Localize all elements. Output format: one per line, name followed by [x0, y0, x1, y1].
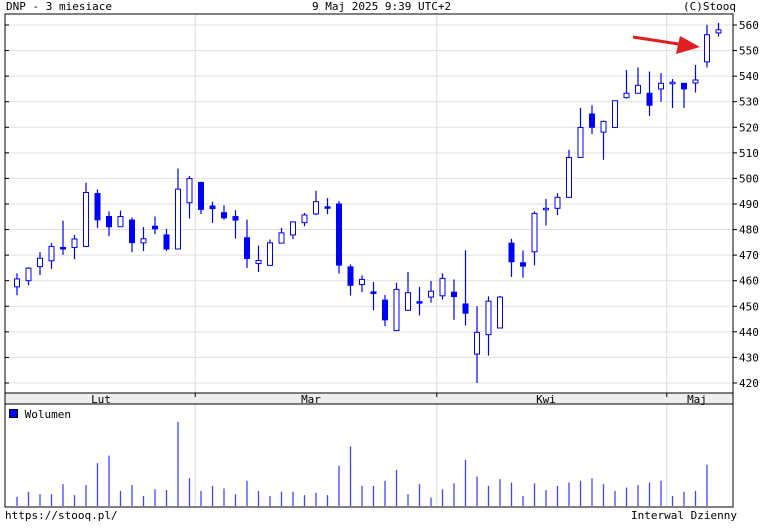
- y-tick-label: 530: [739, 96, 759, 109]
- candle-up: [405, 292, 411, 311]
- chart-title: DNP - 3 miesiace: [6, 0, 112, 13]
- candle-down: [589, 113, 595, 128]
- candle-up: [612, 100, 618, 129]
- candle-down: [244, 237, 250, 259]
- candle-up: [428, 290, 434, 298]
- volume-panel-frame: [4, 403, 734, 508]
- candle-up: [14, 278, 20, 288]
- candle-down: [324, 206, 331, 209]
- candle-down: [232, 216, 239, 221]
- chart-datetime: 9 Maj 2025 9:39 UTC+2: [312, 0, 452, 13]
- candle-down: [198, 182, 204, 210]
- y-tick-label: 480: [739, 224, 759, 237]
- x-axis-strip: [4, 392, 734, 405]
- y-tick-label: 560: [739, 19, 759, 32]
- candle-down: [129, 219, 135, 244]
- y-tick-label: 430: [739, 351, 759, 364]
- candle-down: [646, 92, 653, 106]
- candle-up: [393, 288, 400, 332]
- candle-down: [451, 291, 457, 298]
- candle-up: [359, 278, 365, 286]
- y-tick-label: 450: [739, 300, 759, 313]
- candle-up: [658, 82, 664, 90]
- candle-up: [577, 127, 584, 158]
- candle-up: [37, 257, 43, 268]
- arrow-head-icon: [676, 36, 700, 54]
- candle-up: [175, 188, 181, 250]
- candle-up: [554, 196, 561, 209]
- legend-volume: Wolumen: [9, 408, 71, 421]
- candle-up: [186, 177, 193, 204]
- candle-up: [278, 232, 285, 244]
- candle-up: [83, 191, 89, 247]
- candle-up: [715, 29, 722, 34]
- candle-down: [382, 299, 388, 321]
- candle-up: [669, 81, 676, 85]
- candle-down: [221, 212, 227, 219]
- candle-up: [543, 207, 549, 211]
- candle-down: [152, 225, 158, 230]
- candle-up: [255, 259, 262, 265]
- copyright: (C)Stooq: [683, 0, 736, 13]
- arrow-shaft: [632, 35, 686, 47]
- x-tick-label: Lut: [91, 393, 111, 406]
- x-tick-label: Kwi: [536, 393, 556, 406]
- candle-down: [416, 301, 423, 304]
- candle-up: [692, 79, 699, 84]
- candle-up: [474, 331, 480, 355]
- y-tick-label: 420: [739, 377, 759, 390]
- candle-down: [462, 303, 469, 314]
- candle-down: [94, 193, 101, 221]
- candle-up: [497, 296, 503, 329]
- candle-up: [313, 201, 319, 215]
- candle-up: [140, 238, 147, 244]
- candle-up: [635, 84, 641, 94]
- y-tick-label: 540: [739, 70, 759, 83]
- candle-down: [336, 203, 342, 266]
- candle-up: [25, 267, 32, 282]
- candle-up: [600, 120, 607, 133]
- candle-up: [71, 238, 78, 248]
- candle-down: [209, 205, 216, 210]
- y-tick-label: 500: [739, 172, 759, 185]
- candle-down: [681, 82, 687, 90]
- candle-down: [347, 266, 354, 286]
- candle-up: [439, 277, 446, 297]
- candle-down: [370, 291, 377, 294]
- candle-up: [623, 92, 630, 99]
- y-tick-label: 510: [739, 147, 759, 160]
- candle-up: [290, 221, 296, 236]
- legend-label: Wolumen: [24, 408, 71, 421]
- price-panel-frame: [4, 13, 734, 394]
- y-tick-label: 550: [739, 45, 759, 58]
- candle-down: [163, 234, 170, 250]
- legend-swatch: [9, 409, 18, 418]
- candle-up: [704, 34, 710, 63]
- stooq-link[interactable]: https://stooq.pl/: [5, 509, 118, 522]
- candle-up: [566, 156, 572, 198]
- candle-up: [117, 216, 124, 228]
- candle-down: [60, 246, 66, 250]
- candle-up: [48, 245, 55, 262]
- candle-down: [106, 216, 112, 228]
- candle-up: [267, 242, 273, 266]
- y-tick-label: 520: [739, 121, 759, 134]
- y-tick-label: 460: [739, 275, 759, 288]
- candle-up: [485, 300, 492, 336]
- x-tick-label: Mar: [301, 393, 321, 406]
- y-tick-label: 470: [739, 249, 759, 262]
- candle-down: [508, 242, 515, 263]
- y-tick-label: 440: [739, 326, 759, 339]
- interval-label: Interwal Dzienny: [631, 509, 737, 522]
- y-tick-label: 490: [739, 198, 759, 211]
- x-tick-label: Maj: [687, 393, 707, 406]
- candle-up: [301, 214, 308, 224]
- candle-down: [520, 262, 526, 267]
- candle-up: [531, 212, 538, 253]
